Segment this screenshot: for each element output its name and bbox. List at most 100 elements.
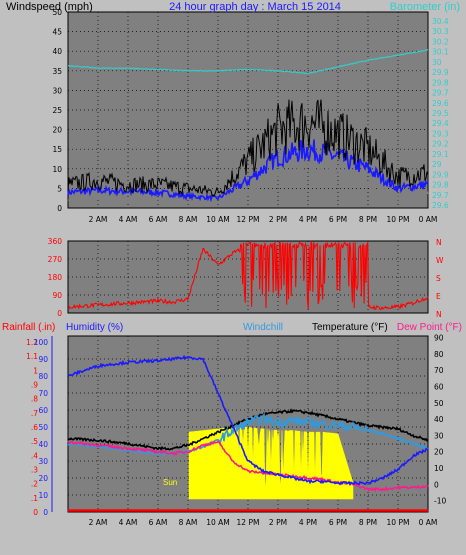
temperature-tick-label: -10 (434, 497, 446, 506)
temperature-x-tick-label: 6 AM (149, 518, 168, 527)
compass-label: N (436, 238, 442, 247)
rain-tick-label: .3 (31, 466, 38, 475)
windspeed-tick-label: 25 (52, 106, 62, 115)
humidity-tick-label: 70 (38, 389, 48, 398)
rain-tick-label: .4 (31, 451, 38, 460)
barometer-tick-label: 30.2 (432, 37, 449, 46)
temperature-tick-label: 60 (434, 383, 444, 392)
direction-tick-label: 0 (57, 309, 62, 318)
humidity-axis-label: Humidity (%) (66, 322, 123, 333)
barometer-tick-label: 30.4 (432, 17, 449, 26)
temperature-tick-label: 90 (434, 334, 444, 343)
wind-x-tick-label: 4 AM (119, 215, 138, 224)
wind-x-tick-label: 4 PM (299, 215, 317, 224)
barometer-tick-label: 30 (432, 58, 442, 67)
temperature-x-tick-label: 4 AM (119, 518, 138, 527)
direction-left-ticks: 0 90 180 270 360 (48, 237, 63, 318)
barometer-tick-label: 29.6 (432, 201, 449, 210)
temperature-series-line (67, 408, 429, 451)
barometer-tick-label: 29.4 (432, 119, 449, 128)
humidity-tick-label: 90 (38, 355, 48, 364)
rain-tick-label: 1.2 (26, 338, 38, 347)
barometer-tick-label: 29.7 (432, 89, 449, 98)
temperature-tick-label: 70 (434, 366, 444, 375)
windspeed-tick-label: 20 (52, 126, 62, 135)
barometer-tick-label: 29.8 (432, 181, 449, 190)
windchill-legend: Windchill (243, 322, 283, 333)
temperature-tick-label: 10 (434, 464, 444, 473)
temperature-x-tick-label: 10 PM (387, 518, 410, 527)
temperature-tick-label: 20 (434, 448, 444, 457)
compass-label: W (436, 256, 444, 265)
rain-tick-label: .2 (31, 480, 38, 489)
temperature-x-tick-label: 10 AM (206, 518, 230, 527)
windspeed-tick-label: 45 (52, 28, 62, 37)
temperature-x-tick-label: 12 PM (237, 518, 260, 527)
wind-series (67, 49, 429, 205)
compass-label: E (436, 292, 441, 301)
rain-tick-label: .6 (31, 423, 38, 432)
wind-x-tick-label: 8 PM (359, 215, 377, 224)
barometer-tick-label: 29.5 (432, 109, 449, 118)
humidity-tick-label: 100 (34, 338, 49, 347)
windspeed-axis-label: Windspeed (mph) (6, 1, 93, 13)
barometer-tick-label: 29.8 (432, 78, 449, 87)
temperature-tick-label: 40 (434, 415, 444, 424)
temperature-tick-label: 50 (434, 399, 444, 408)
compass-label: S (436, 274, 441, 283)
rain-tick-label: .8 (31, 395, 38, 404)
humidity-tick-label: 50 (38, 423, 48, 432)
windspeed-tick-label: 30 (52, 86, 62, 95)
direction-tick-label: 360 (48, 237, 63, 246)
humidity-tick-label: 40 (38, 440, 48, 449)
rain-tick-label: 0 (33, 508, 38, 517)
humidity-tick-label: 30 (38, 457, 48, 466)
barometer-tick-label: 29.6 (432, 99, 449, 108)
temperature-right-ticks: -10 0 10 20 30 40 50 60 70 80 90 (434, 334, 446, 506)
rain-tick-label: .7 (31, 409, 38, 418)
wind-left-ticks: 0 5 10 15 20 25 30 35 40 45 50 (52, 8, 62, 213)
panel-temperature: 0.1.2.3.4.5.6.7.8.911.11.2 0102030405060… (2, 322, 462, 527)
wind-x-tick-label: 2 PM (269, 215, 287, 224)
wind-x-tick-label: 12 PM (237, 215, 260, 224)
direction-tick-label: 270 (48, 255, 63, 264)
wind-x-tick-label: 6 PM (329, 215, 347, 224)
barometer-tick-label: 30.1 (432, 48, 449, 57)
rain-tick-label: .5 (31, 437, 38, 446)
rainfall-axis-label: Rainfall (.in) (2, 322, 55, 333)
temperature-axis-label: Temperature (°F) (312, 322, 388, 333)
direction-series-line (67, 240, 429, 311)
windspeed-tick-label: 10 (52, 165, 62, 174)
temperature-x-tick-label: 8 PM (359, 518, 377, 527)
wind-x-tick-label: 0 AM (419, 215, 438, 224)
temperature-x-tick-label: 4 PM (299, 518, 317, 527)
rain-tick-label: 1 (33, 366, 38, 375)
temperature-x-tick-label: 0 AM (419, 518, 438, 527)
temperature-x-tick-label: 2 AM (89, 518, 108, 527)
windspeed-tick-label: 0 (57, 204, 62, 213)
direction-tick-label: 180 (48, 273, 63, 282)
wind-series-line (67, 49, 429, 75)
sun-label: Sun (163, 478, 177, 487)
chart-title: 24 hour graph day : March 15 2014 (169, 1, 341, 13)
humidity-tick-label: 80 (38, 372, 48, 381)
dewpoint-axis-label: Dew Point (°F) (397, 322, 462, 333)
wind-series-line (67, 99, 429, 198)
wind-x-ticks: 2 AM 4 AM 6 AM 8 AM 10 AM 12 PM 2 PM 4 PM 6 PM 8 … (89, 215, 438, 224)
windspeed-tick-label: 50 (52, 8, 62, 17)
wind-series-line (67, 160, 429, 205)
barometer-tick-label: 29.9 (432, 170, 449, 179)
temperature-x-tick-label: 6 PM (329, 518, 347, 527)
rain-ticks: 0 .1 .2 .3 .4 .5 .6 .7 .8 .9 1 1.1 1.2 (26, 338, 38, 517)
windspeed-tick-label: 35 (52, 67, 62, 76)
barometer-tick-label: 29.3 (432, 129, 449, 138)
temperature-series-line (67, 440, 429, 493)
wind-x-tick-label: 2 AM (89, 215, 108, 224)
wind-x-tick-label: 10 AM (206, 215, 230, 224)
barometer-tick-label: 29.9 (432, 68, 449, 77)
barometer-tick-label: 29.2 (432, 140, 449, 149)
humidity-tick-label: 60 (38, 406, 48, 415)
